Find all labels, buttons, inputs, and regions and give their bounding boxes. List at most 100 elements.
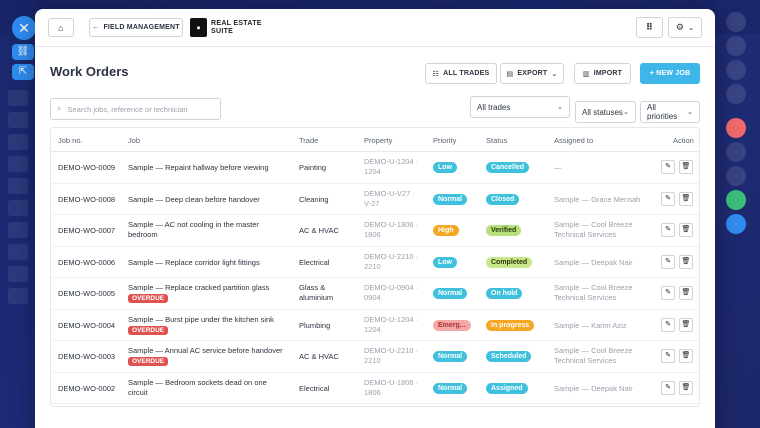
job-title[interactable]: Sample — Bedroom sockets dead on one — [128, 377, 267, 387]
chevron-down-icon: ⌄ — [687, 109, 693, 116]
table-row[interactable]: DEMO-WO-0006 Sample — Replace corridor li… — [51, 247, 699, 278]
app-icon[interactable] — [726, 166, 746, 186]
job-description: Sample — Annual AC service before handov… — [128, 346, 283, 366]
priority-filter-value: All priorities — [647, 103, 678, 121]
assigned-to: Sample — Cool Breeze Technical Services — [554, 220, 632, 240]
trash-icon[interactable]: 🗑 — [679, 191, 693, 206]
background-sidebar-item — [8, 222, 28, 238]
job-title[interactable]: Sample — Replace corridor light fittings — [128, 257, 260, 267]
logo-line-2: SUITE — [211, 28, 234, 35]
trash-icon[interactable]: 🗑 — [679, 349, 693, 363]
table-row[interactable]: DEMO-WO-0009 Sample — Repaint hallway bef… — [51, 152, 699, 184]
background-sidebar-item — [8, 156, 28, 172]
job-title[interactable]: Sample — Replace cracked partition glass — [128, 283, 270, 292]
trash-icon[interactable]: 🗑 — [679, 160, 693, 174]
back-button-label: FIELD MANAGEMENT — [103, 24, 180, 31]
trash-icon[interactable]: 🗑 — [679, 286, 693, 300]
trade-label: Electrical — [299, 257, 330, 267]
pencil-icon[interactable]: ✎ — [661, 286, 675, 300]
table-row[interactable]: DEMO-WO-0008 Sample — Deep clean before h… — [51, 184, 699, 215]
priority-filter-select[interactable]: All priorities ⌄ — [640, 101, 700, 123]
column-header: Job — [128, 136, 141, 145]
pencil-icon[interactable]: ✎ — [661, 349, 675, 363]
avatar[interactable] — [726, 12, 746, 32]
job-title[interactable]: Sample — Burst pipe under the kitchen si… — [128, 314, 274, 324]
trash-icon[interactable]: 🗑 — [679, 317, 693, 332]
trade-filter-select[interactable]: All trades ⌄ — [470, 96, 570, 118]
column-header: Status — [486, 136, 508, 145]
job-description: Sample — Replace corridor light fittings — [128, 258, 260, 268]
trash-icon[interactable]: 🗑 — [679, 254, 693, 269]
home-button[interactable]: ⌂ — [48, 18, 74, 37]
external-link-icon[interactable]: ⇱ — [12, 64, 34, 80]
overdue-badge: OVERDUE — [128, 357, 169, 366]
pencil-icon[interactable]: ✎ — [661, 160, 675, 174]
background-sidebar-item — [8, 288, 28, 304]
import-button[interactable]: ▥ IMPORT — [574, 63, 631, 84]
globe-icon[interactable] — [726, 60, 746, 80]
trade: Glass & aluminium — [299, 283, 333, 303]
chat-icon[interactable] — [726, 84, 746, 104]
background-right-rail — [714, 0, 760, 428]
link-icon[interactable]: ⛓ — [12, 44, 34, 60]
work-orders-modal: ⌂ ← FIELD MANAGEMENT ◼ REAL ESTATE SUITE… — [35, 9, 715, 428]
chevron-down-icon: ⌄ — [623, 109, 629, 116]
table-row[interactable]: DEMO-WO-0003 Sample — Annual AC service b… — [51, 341, 699, 373]
close-icon[interactable]: ✕ — [12, 16, 36, 40]
grid-menu-button[interactable]: ⠿ — [636, 17, 663, 38]
status-badge: Cancelled — [486, 162, 530, 173]
background-sidebar-item — [8, 178, 28, 194]
trash-icon[interactable]: 🗑 — [679, 223, 693, 237]
settings-dropdown-button[interactable]: ⚙ ⌄ — [668, 17, 702, 38]
job-description: Sample — Burst pipe under the kitchen si… — [128, 315, 274, 335]
column-header: Trade — [299, 136, 319, 145]
user-icon[interactable] — [726, 142, 746, 162]
status-filter-select[interactable]: All statuses ⌄ — [575, 101, 636, 123]
page-title: Work Orders — [50, 64, 129, 79]
priority-badge: Normal — [433, 288, 468, 299]
app-icon[interactable] — [726, 190, 746, 210]
job-title[interactable]: Sample — Annual AC service before handov… — [128, 346, 283, 355]
assigned-to: — — [554, 163, 562, 173]
assignee-name: Sample — Cool Breeze — [554, 220, 633, 229]
logo: ◼ — [190, 18, 207, 37]
job-number: DEMO-WO-0009 — [58, 163, 116, 172]
search-input[interactable] — [67, 104, 208, 114]
table-row[interactable]: DEMO-WO-0002 Sample — Bedroom sockets dea… — [51, 373, 699, 404]
bookmark-icon[interactable] — [726, 214, 746, 234]
new-job-label: + NEW JOB — [649, 70, 691, 77]
export-button[interactable]: ▤ EXPORT ⌄ — [500, 63, 564, 84]
background-sidebar-item — [8, 244, 28, 260]
pencil-icon[interactable]: ✎ — [661, 254, 675, 269]
field-management-back-button[interactable]: ← FIELD MANAGEMENT — [89, 18, 183, 37]
trade: AC & HVAC — [299, 226, 339, 236]
column-header: Priority — [433, 136, 457, 145]
status-badge: Scheduled — [486, 351, 532, 362]
all-trades-button[interactable]: ☷ ALL TRADES — [425, 63, 497, 84]
job-title[interactable]: Sample — Deep clean before handover — [128, 194, 260, 204]
table-row[interactable]: DEMO-WO-0005 Sample — Replace cracked par… — [51, 278, 699, 310]
work-orders-table: Job no. Job Trade Property Priority Status Ass… — [50, 127, 700, 407]
table-row[interactable]: DEMO-WO-0007 Sample — AC not cooling in t… — [51, 215, 699, 247]
pencil-icon[interactable]: ✎ — [661, 223, 675, 237]
arrow-left-icon: ← — [92, 24, 100, 31]
pencil-icon[interactable]: ✎ — [661, 317, 675, 332]
new-job-button[interactable]: + NEW JOB — [640, 63, 700, 84]
pencil-icon[interactable]: ✎ — [661, 380, 675, 395]
table-row[interactable]: DEMO-WO-0004 Sample — Burst pipe under th… — [51, 310, 699, 341]
job-title[interactable]: Sample — Repaint hallway before viewing — [128, 163, 269, 172]
trade: Cleaning — [299, 195, 329, 205]
trade-label: AC & HVAC — [299, 226, 339, 235]
bell-icon[interactable] — [726, 36, 746, 56]
overdue-badge: OVERDUE — [128, 294, 169, 303]
property: DEMO-U-2210 · 2210 — [364, 346, 418, 366]
assigned-to: Sample — Deepak Nair — [554, 258, 633, 268]
search-icon: ⌕ — [57, 104, 62, 113]
job-title-cont: circuit — [128, 387, 148, 397]
pencil-icon[interactable]: ✎ — [661, 191, 675, 206]
assigned-to: Sample — Deepak Nair — [554, 384, 633, 394]
search-box: ⌕ — [50, 98, 221, 120]
job-title[interactable]: Sample — AC not cooling in the master — [128, 220, 259, 229]
trash-icon[interactable]: 🗑 — [679, 380, 693, 395]
notification-icon[interactable] — [726, 118, 746, 138]
